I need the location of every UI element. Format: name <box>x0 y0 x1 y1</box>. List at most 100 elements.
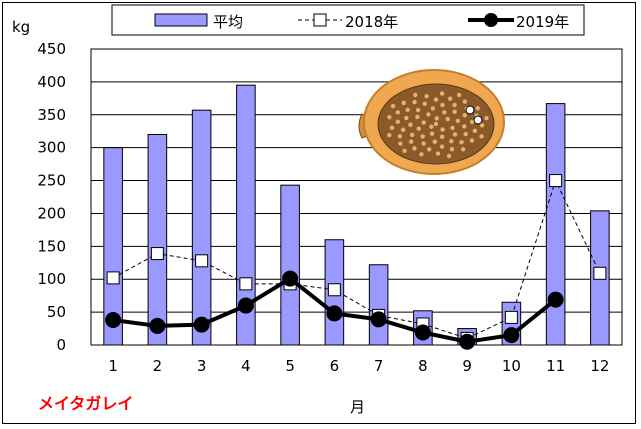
bar <box>191 109 212 346</box>
series-line-2018 <box>112 179 601 339</box>
marker-2019 <box>547 291 564 308</box>
fish-spot <box>433 121 439 127</box>
y-tick-label: 300 <box>37 139 66 157</box>
legend-label: 2019年 <box>516 13 569 31</box>
fish-spot <box>408 139 414 144</box>
fish-spot <box>419 152 424 157</box>
y-tick-label: 350 <box>37 106 66 124</box>
fish-spot <box>424 94 429 99</box>
fish-spot <box>408 122 413 127</box>
fish-spot <box>446 153 452 159</box>
fish-spot <box>421 141 426 146</box>
fish-spot <box>433 97 439 102</box>
marker-2018 <box>327 283 341 297</box>
y-tick-label: 250 <box>37 172 66 190</box>
fish-spot <box>397 134 403 139</box>
bar <box>545 103 566 346</box>
fish-spot <box>390 103 396 109</box>
fish-spot <box>420 134 425 139</box>
bar <box>368 264 389 346</box>
x-axis-label: 月 <box>350 398 366 416</box>
y-tick-label: 50 <box>47 303 66 321</box>
fish-spot <box>429 124 434 129</box>
marker-2018 <box>593 266 607 280</box>
fish-spot <box>475 106 480 111</box>
fish-spot <box>460 147 466 152</box>
y-tick-label: 0 <box>56 336 66 354</box>
fish-spot <box>450 125 455 131</box>
fish-spot <box>462 113 467 118</box>
fish-spot <box>416 126 421 131</box>
fish-spot <box>434 116 439 121</box>
legend-swatch-marker <box>313 13 327 27</box>
fish-spot <box>421 120 426 125</box>
fish-spot <box>469 138 475 143</box>
fish-spot <box>415 107 421 113</box>
y-tick-label: 400 <box>37 73 66 91</box>
marker-2019 <box>149 317 166 334</box>
fish-spot <box>445 116 450 122</box>
x-tick-label: 11 <box>546 357 565 375</box>
fish-spot <box>435 151 441 156</box>
x-tick-label: 12 <box>590 357 609 375</box>
y-axis-unit-label: kg <box>12 18 31 36</box>
x-tick-label: 10 <box>502 357 521 375</box>
species-label: メイタガレイ <box>38 394 134 413</box>
marker-2019 <box>370 311 387 328</box>
legend: 平均 2018年 2019年 <box>111 4 585 36</box>
fish-spot <box>452 102 457 108</box>
fish-spot <box>402 148 407 153</box>
fish-spot <box>440 102 445 108</box>
fish-spot <box>484 115 489 121</box>
fish-spot <box>462 99 468 104</box>
fish-spot <box>400 127 406 132</box>
fish-spot <box>462 124 467 129</box>
fish-spot <box>469 119 475 125</box>
fish-spot <box>459 140 464 145</box>
fish-spot <box>426 112 431 117</box>
fish-spot <box>455 118 461 124</box>
x-tick-label: 5 <box>285 357 295 375</box>
fish-spot <box>439 134 445 140</box>
x-tick-label: 6 <box>330 357 340 375</box>
fish-spot <box>447 96 453 101</box>
legend-label: 平均 <box>213 13 243 31</box>
fish-spot <box>463 131 468 137</box>
marker-2019 <box>282 270 299 287</box>
fish-spot <box>426 147 432 152</box>
x-tick-label: 1 <box>108 357 118 375</box>
bar <box>280 184 300 346</box>
fish-spot <box>404 115 409 121</box>
y-tick-label: 100 <box>37 270 66 288</box>
fish-spot <box>387 132 392 138</box>
fish-spot <box>456 92 462 98</box>
fish-eye <box>473 115 483 125</box>
flounder-fish-icon <box>358 69 505 175</box>
fish-spot <box>395 110 400 115</box>
fish-spot <box>412 146 417 151</box>
marker-2018 <box>239 277 253 291</box>
marker-2018 <box>195 254 209 268</box>
fish-spot <box>449 146 455 152</box>
legend-swatch-marker <box>484 13 498 27</box>
fish-spot <box>413 92 418 98</box>
fish-spot <box>398 141 403 146</box>
fish-spot <box>395 119 401 125</box>
marker-2019 <box>459 333 476 350</box>
x-tick-label: 2 <box>153 357 163 375</box>
marker-2018 <box>150 247 164 261</box>
x-tick-label: 9 <box>462 357 472 375</box>
fish-spot <box>452 132 458 137</box>
x-tick-label: 7 <box>374 357 384 375</box>
marker-2018 <box>549 174 563 188</box>
fish-spot <box>412 99 417 105</box>
fish-spot <box>449 139 454 144</box>
fish-spot <box>387 115 392 120</box>
marker-2019 <box>326 305 343 322</box>
y-tick-label: 150 <box>37 237 66 255</box>
fish-spot <box>452 109 457 115</box>
x-tick-label: 4 <box>241 357 251 375</box>
marker-2018 <box>504 310 518 324</box>
fish-spot <box>440 127 445 132</box>
